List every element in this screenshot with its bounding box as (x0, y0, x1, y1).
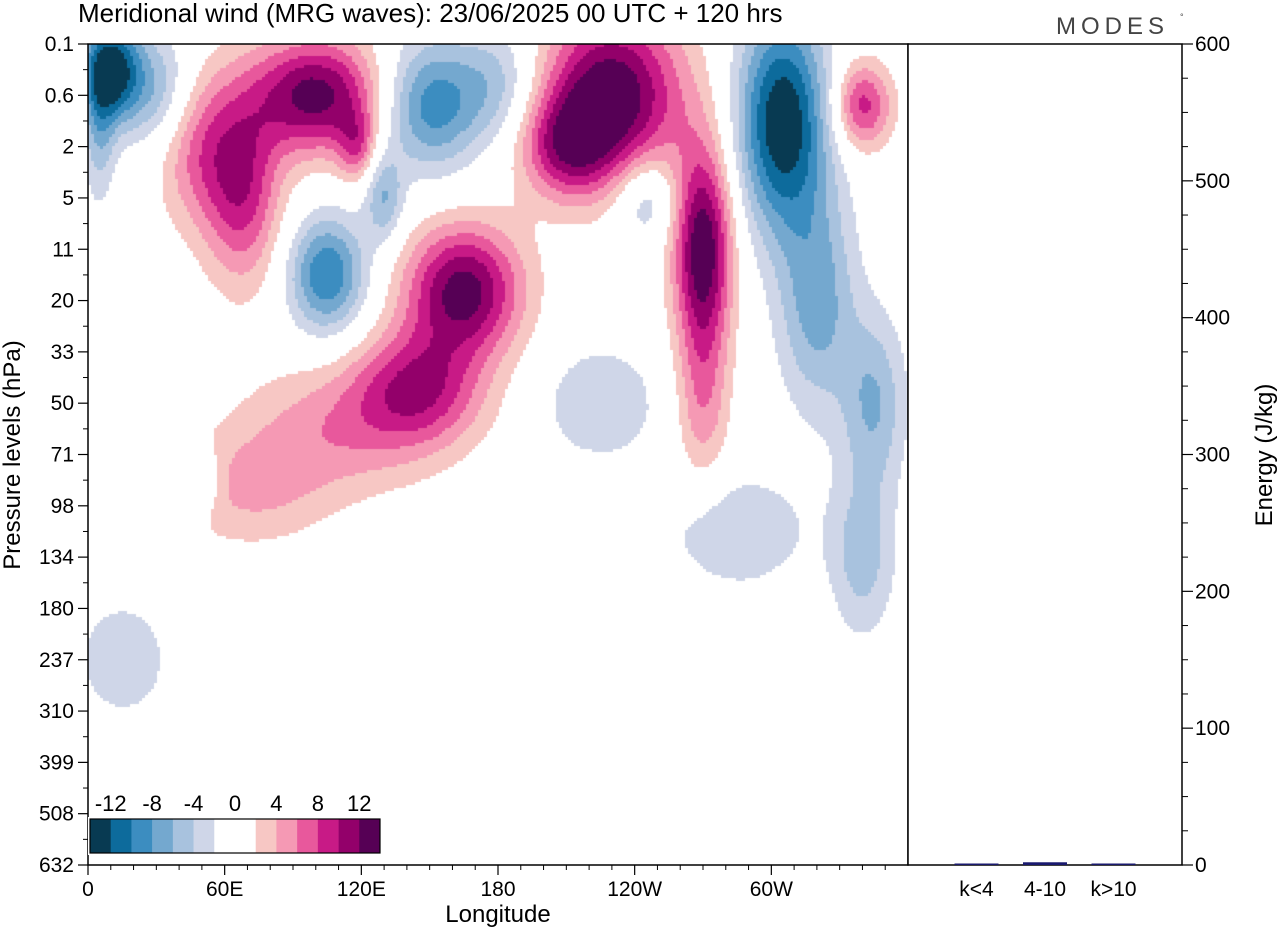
modes-logo: MODES (1056, 13, 1169, 40)
energy-category-label: k<4 (959, 878, 994, 901)
y-tick-label: 71 (51, 444, 74, 467)
colorbar-swatch (255, 819, 277, 853)
y-tick-label: 508 (39, 803, 74, 826)
energy-tick-label: 100 (1195, 717, 1230, 740)
colorbar-swatch (172, 819, 194, 853)
y-tick-label: 11 (52, 238, 74, 261)
colorbar-label: 0 (229, 791, 241, 816)
colorbar-swatch (90, 819, 112, 853)
colorbar-label: 12 (347, 791, 371, 816)
y-tick-label: 237 (39, 649, 74, 672)
colorbar-label: 8 (312, 791, 324, 816)
colorbar-swatch (338, 819, 360, 853)
x-tick-label: 120W (607, 878, 662, 901)
y-tick-label: 20 (51, 290, 74, 313)
colorbar-swatch (131, 819, 153, 853)
energy-category-label: k>10 (1090, 878, 1136, 901)
energy-tick-label: 200 (1195, 580, 1230, 603)
energy-tick-label: 600 (1195, 33, 1230, 56)
x-tick-label: 120E (337, 878, 386, 901)
x-tick-label: 0 (82, 878, 94, 901)
y-axis-label: Pressure levels (hPa) (0, 340, 26, 569)
x-tick-label: 60E (206, 878, 243, 901)
y-tick-label: 134 (39, 546, 74, 569)
energy-panel-frame (907, 43, 1183, 866)
colorbar-swatch (276, 819, 298, 853)
energy-tick-label: 300 (1195, 444, 1230, 467)
colorbar-label: -4 (184, 791, 204, 816)
energy-category-label: 4-10 (1024, 878, 1066, 901)
colorbar-swatch (214, 819, 236, 853)
colorbar-swatch (110, 819, 132, 853)
logo-mark: ° (1180, 12, 1184, 22)
x-tick-label: 180 (480, 878, 515, 901)
y-tick-label: 0.1 (45, 33, 74, 56)
y-tick-label: 180 (39, 597, 74, 620)
y-tick-label: 2 (62, 136, 74, 159)
colorbar-swatch (152, 819, 174, 853)
colorbar-swatch (193, 819, 215, 853)
colorbar-swatch (359, 819, 381, 853)
energy-tick-label: 500 (1195, 170, 1230, 193)
y-tick-label: 632 (39, 854, 74, 877)
energy-bar (1023, 862, 1067, 865)
energy-tick-label: 0 (1195, 854, 1207, 877)
y-tick-label: 33 (51, 341, 74, 364)
colorbar-swatch (235, 819, 257, 853)
colorbar-swatch (317, 819, 339, 853)
y-tick-label: 50 (51, 392, 74, 415)
y-tick-label: 98 (51, 495, 74, 518)
colorbar-label: 4 (270, 791, 282, 816)
colorbar-swatch (297, 819, 319, 853)
energy-bar-chart: k<4 4-10 k>10 (954, 862, 1137, 901)
axes: 0 60E 120E 180 120W 60W 0.1 0.6 2 5 11 20 33 50 71 98 13… (39, 33, 1230, 901)
energy-bar (954, 863, 999, 865)
colorbar-label: -12 (95, 791, 127, 816)
colorbar: -12 -8 -4 0 4 8 12 (88, 791, 382, 855)
x-tick-label: 60W (750, 878, 793, 901)
contour-field-image (88, 44, 908, 865)
energy-tick-label: 400 (1195, 307, 1230, 330)
y-tick-label: 5 (62, 187, 74, 210)
colorbar-frame (89, 818, 381, 854)
x-axis-label: Longitude (445, 901, 550, 928)
energy-bar (1091, 863, 1136, 865)
energy-axis-label: Energy (J/kg) (1251, 384, 1278, 527)
y-tick-label: 0.6 (45, 84, 74, 107)
y-tick-label: 310 (39, 700, 74, 723)
chart-title: Meridional wind (MRG waves): 23/06/2025 … (78, 0, 783, 28)
y-tick-label: 399 (39, 751, 74, 774)
contour-field (88, 44, 908, 865)
colorbar-label: -8 (142, 791, 162, 816)
